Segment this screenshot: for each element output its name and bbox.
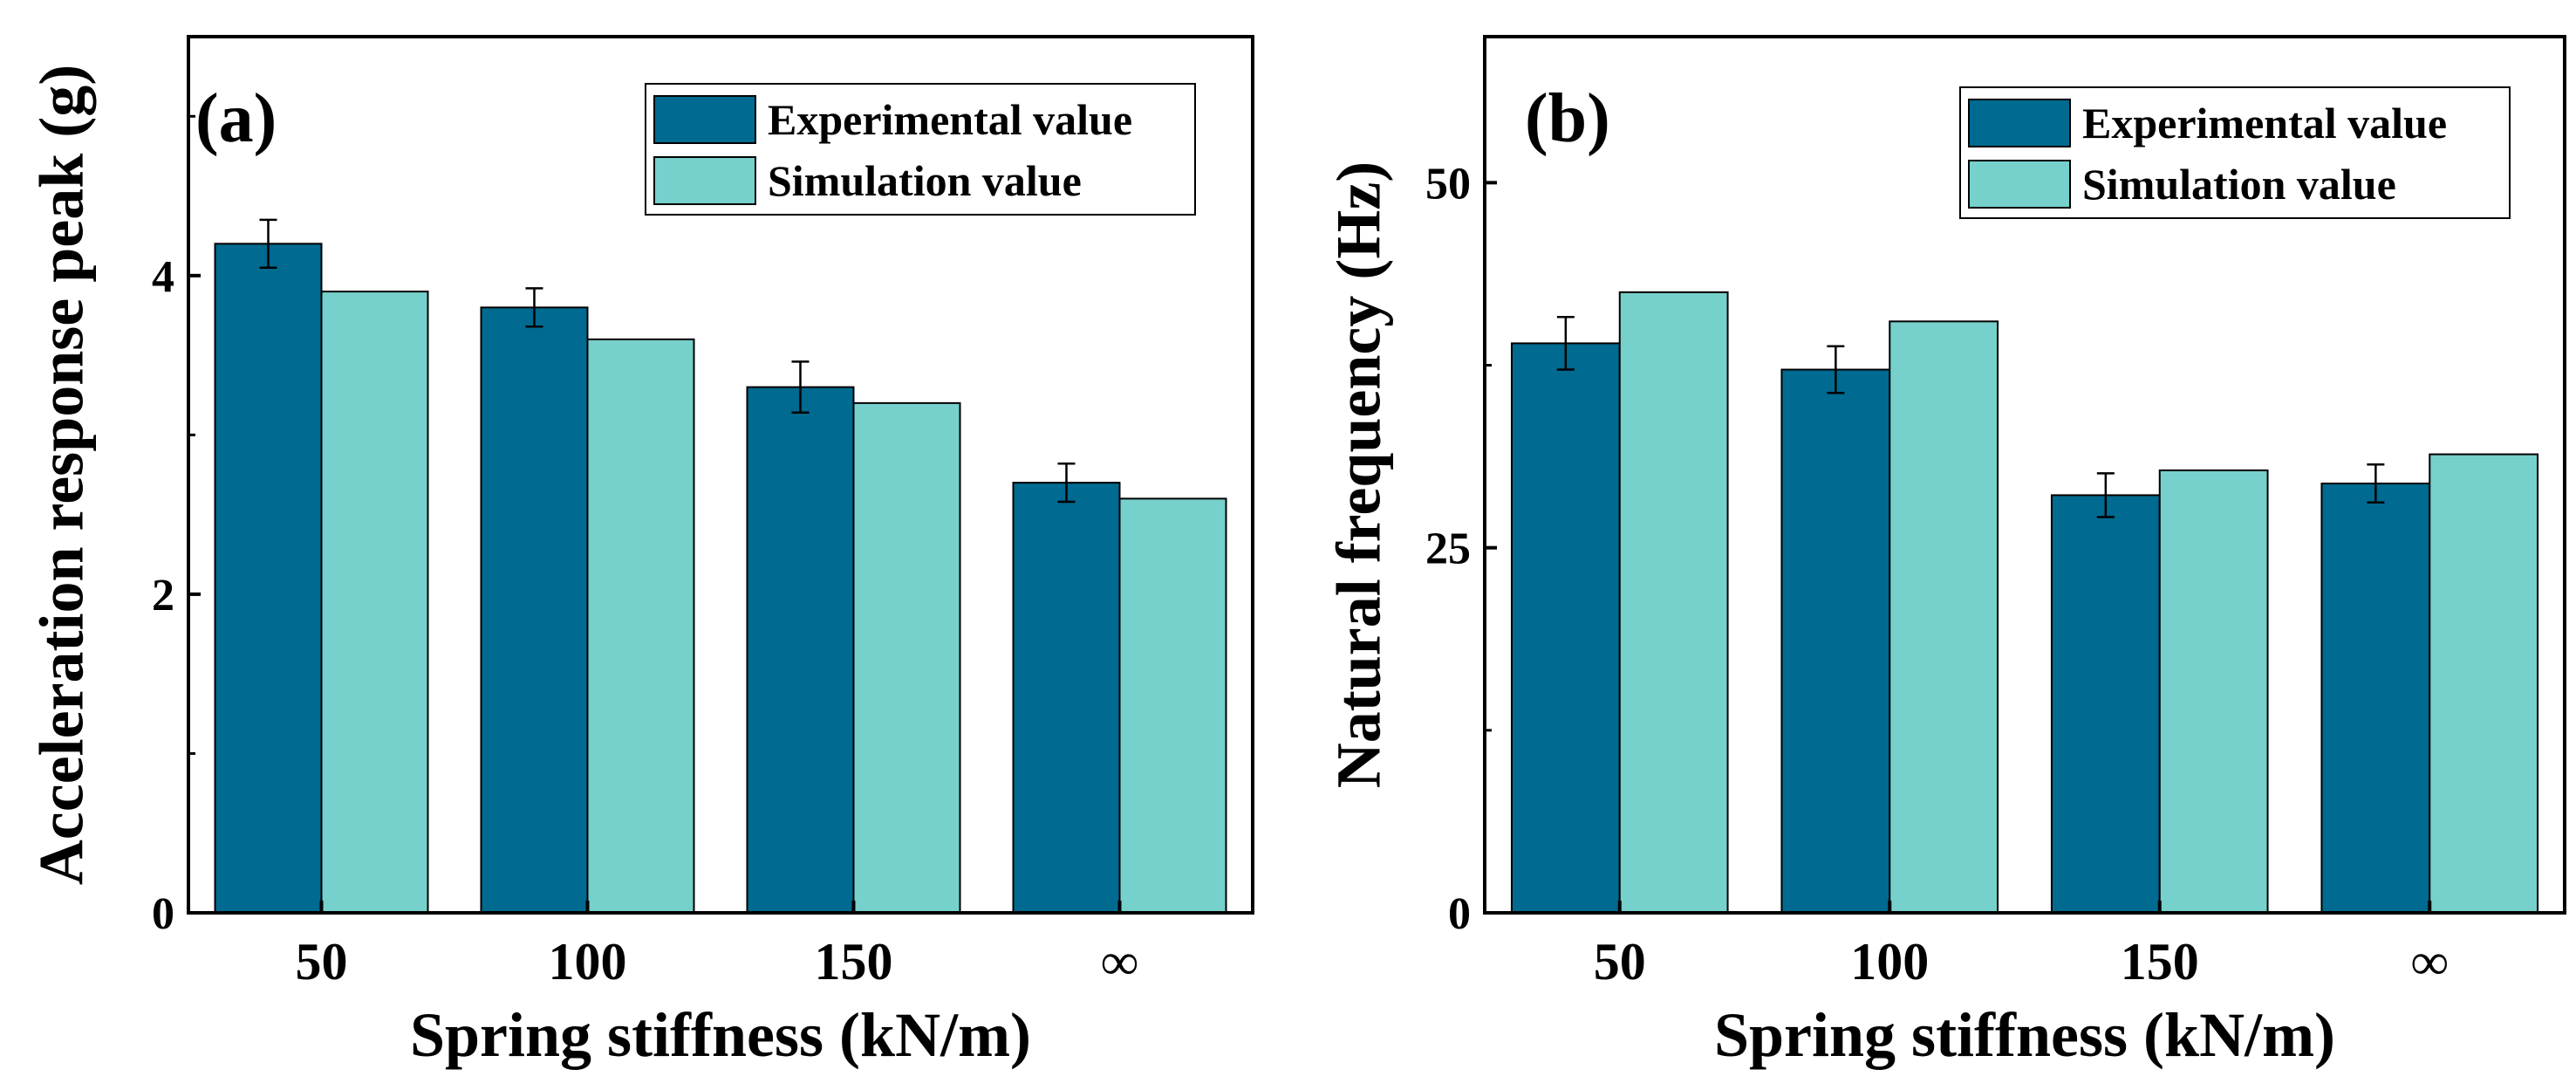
legend-swatch-experimental-a <box>653 95 756 144</box>
bar-simulation-100-a <box>586 338 695 914</box>
y-ticks-b: 0 25 50 <box>1425 159 1497 939</box>
bar-experimental-150-a <box>746 386 855 915</box>
legend-swatch-experimental-b <box>1968 99 2071 147</box>
y-axis-label-b: Natural frequency (Hz) <box>1324 161 1394 789</box>
legend-entry-simulation-a: Simulation value <box>768 156 1082 205</box>
x-tick-label-50-a: 50 <box>296 933 348 990</box>
y-tick-label-50-b: 50 <box>1425 159 1471 209</box>
bar-simulation-150-a <box>852 401 961 914</box>
panel-label-a: (a) <box>195 80 277 157</box>
bar-simulation-50-b <box>1618 291 1729 915</box>
legend-entry-simulation-b: Simulation value <box>2082 160 2396 209</box>
bar-experimental-infinity-b <box>2320 483 2431 914</box>
bar-experimental-infinity-a <box>1012 482 1121 914</box>
bar-experimental-100-a <box>480 306 589 914</box>
legend-swatch-simulation-b <box>1968 160 2071 209</box>
y-tick-label-0-b: 0 <box>1448 889 1471 939</box>
x-axis-label-b: Spring stiffness (kN/m) <box>1714 1000 2335 1070</box>
bar-experimental-100-b <box>1780 368 1891 914</box>
error-bar-100-a <box>525 287 543 328</box>
bar-simulation-50-a <box>320 291 429 914</box>
error-bar-150-b <box>2096 472 2115 518</box>
x-tick-label-100-b: 100 <box>1850 933 1929 990</box>
error-bars-b <box>1556 316 2385 518</box>
error-bar-150-a <box>791 360 810 415</box>
x-axis-label-a: Spring stiffness (kN/m) <box>410 1000 1031 1070</box>
x-tick-label-infinity-b: ∞ <box>2411 933 2449 990</box>
error-bar-50-a <box>259 218 277 269</box>
y-tick-label-4-a: 4 <box>152 252 174 302</box>
bar-experimental-50-a <box>214 243 323 914</box>
panel-label-b: (b) <box>1525 80 1610 157</box>
legend-b: Experimental value Simulation value <box>1959 86 2511 219</box>
y-tick-label-2-a: 2 <box>152 571 174 620</box>
y-axis-label-a: Acceleration response peak (g) <box>27 65 97 886</box>
bars-a <box>214 243 1227 915</box>
x-tick-label-150-b: 150 <box>2121 933 2199 990</box>
x-tick-label-50-b: 50 <box>1594 933 1646 990</box>
legend-entry-experimental-b: Experimental value <box>2082 99 2447 147</box>
bar-simulation-infinity-b <box>2429 453 2539 914</box>
axes-frame-b <box>1483 35 2566 915</box>
y-tick-label-25-b: 25 <box>1425 524 1471 574</box>
y-ticks-a: 0 2 4 <box>152 114 201 939</box>
error-bars-a <box>259 218 1076 504</box>
bar-simulation-infinity-a <box>1118 497 1227 915</box>
bar-simulation-100-b <box>1889 320 1999 914</box>
chart-panel-a: 50 100 150 ∞ 0 2 4 (a) Spring stiffness (kN/m… <box>27 35 1254 1070</box>
x-tick-label-infinity-a: ∞ <box>1101 933 1138 990</box>
bars-b <box>1510 291 2539 915</box>
error-bar-infinity-a <box>1057 462 1076 504</box>
legend-swatch-simulation-a <box>653 156 756 205</box>
legend-a: Experimental value Simulation value <box>645 83 1196 216</box>
y-tick-label-0-a: 0 <box>152 889 174 939</box>
bar-experimental-50-b <box>1510 342 1621 914</box>
x-tick-label-100-a: 100 <box>549 933 627 990</box>
x-ticks-b: 50 100 150 ∞ <box>1594 901 2449 990</box>
legend-entry-experimental-a: Experimental value <box>768 95 1132 144</box>
error-bar-100-b <box>1827 345 1845 394</box>
x-tick-label-150-a: 150 <box>815 933 893 990</box>
axes-frame-a <box>187 35 1254 915</box>
error-bar-infinity-b <box>2367 463 2385 504</box>
bar-simulation-150-b <box>2158 469 2269 914</box>
error-bar-50-b <box>1556 316 1575 371</box>
x-ticks-a: 50 100 150 ∞ <box>296 901 1138 990</box>
bar-experimental-150-b <box>2050 494 2161 915</box>
chart-panel-b: 50 100 150 ∞ 0 25 50 (b) Spring stiffness (kN… <box>1324 35 2566 1070</box>
